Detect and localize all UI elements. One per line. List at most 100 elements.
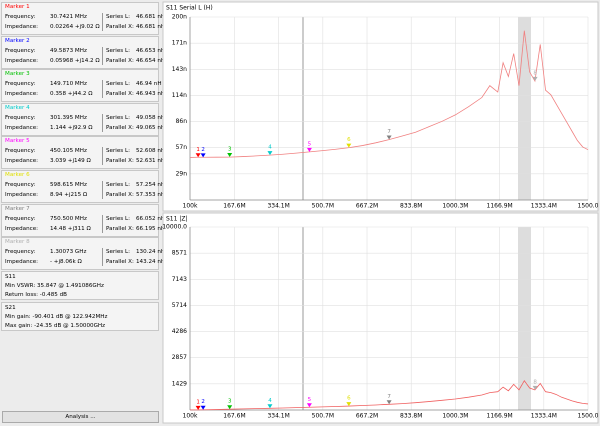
field-label: Impedance:	[5, 259, 39, 266]
x-tick-label: 334.1M	[267, 413, 289, 420]
marker-label: 6	[347, 137, 351, 143]
marker-label: 5	[308, 141, 312, 147]
marker	[200, 405, 206, 410]
field-label: Parallel X:	[106, 158, 134, 165]
field-label: Impedance:	[5, 57, 39, 64]
chart-frame	[162, 212, 599, 424]
section-title: S21	[5, 304, 16, 311]
x-tick-label: 1166.9M	[487, 413, 513, 420]
button[interactable]: Analysis ...	[2, 411, 159, 423]
field-label: Frequency:	[5, 182, 36, 188]
y-tick-label: 10000.0	[162, 224, 187, 231]
marker-label: 2	[201, 399, 205, 405]
marker-box	[1, 102, 159, 136]
field-label: Impedance:	[5, 225, 39, 232]
separator	[102, 147, 103, 166]
marker-title: Marker 6	[5, 172, 30, 178]
marker	[227, 405, 233, 410]
section-box	[1, 270, 159, 300]
marker-label: 2	[201, 147, 205, 153]
x-tick-label: 1333.4M	[531, 413, 557, 420]
frequency: 149.710 MHz	[50, 81, 87, 88]
field-label: Impedance:	[5, 124, 39, 131]
marker	[386, 400, 392, 405]
marker	[195, 405, 201, 410]
separator	[102, 214, 103, 233]
x-tick-label: 100k	[183, 413, 198, 420]
marker	[227, 153, 233, 158]
field-label: Parallel X:	[106, 124, 134, 131]
marker	[346, 402, 352, 407]
field-label: Parallel X:	[106, 259, 134, 266]
field-label: Series L:	[106, 81, 130, 88]
parallel-x: 143.24 nH	[136, 259, 166, 266]
x-tick-label: 833.8M	[400, 413, 422, 420]
stat: Min gain: -90.401 dB @ 122.942MHz	[5, 313, 108, 320]
marker-box	[1, 35, 159, 69]
frequency: 1.30073 GHz	[50, 249, 87, 256]
marker-title: Marker 5	[5, 138, 30, 145]
field-label: Impedance:	[5, 158, 39, 165]
frequency: 30.7421 MHz	[50, 14, 87, 20]
marker	[386, 135, 392, 140]
field-label: Frequency:	[5, 14, 36, 20]
x-tick-label: 1000.3M	[442, 203, 468, 210]
impedance: 8.94 +j215 Ω	[50, 192, 88, 198]
x-tick-label: 500.7M	[312, 413, 334, 420]
y-tick-label: 114n	[172, 92, 187, 99]
field-label: Frequency:	[5, 215, 36, 222]
series-l: 49.058 nH	[136, 114, 166, 121]
chart-title: S11 |Z|	[166, 216, 188, 223]
marker-label: 1	[196, 147, 200, 153]
marker	[306, 403, 312, 408]
x-tick-label: 1000.3M	[442, 413, 468, 420]
x-tick-label: 1500.0	[578, 413, 599, 420]
field-label: Series L:	[106, 47, 130, 54]
parallel-x: 46.654 nH	[136, 57, 166, 64]
y-tick-label: 4286	[172, 328, 187, 335]
field-label: Series L:	[106, 14, 130, 20]
field-label: Impedance:	[5, 91, 39, 98]
impedance: 3.039 +j149 Ω	[50, 158, 91, 165]
field-label: Series L:	[106, 114, 130, 121]
field-label: Parallel X:	[106, 192, 134, 198]
x-tick-label: 1166.9M	[487, 203, 513, 210]
separator	[102, 46, 103, 65]
marker-box	[1, 170, 159, 203]
marker	[306, 147, 312, 152]
parallel-x: 52.631 nH	[136, 158, 166, 165]
field-label: Parallel X:	[106, 225, 134, 232]
marker	[200, 153, 206, 158]
y-tick-label: 171n	[172, 40, 187, 47]
field-label: Series L:	[106, 182, 130, 188]
field-label: Frequency:	[5, 114, 36, 121]
impedance: 14.48 +j311 Ω	[50, 225, 91, 232]
marker	[532, 385, 538, 390]
series-l: 46.94 nH	[136, 81, 162, 88]
frequency: 598.615 MHz	[50, 182, 87, 188]
separator	[102, 181, 103, 199]
series-l: 66.052 nH	[136, 215, 166, 222]
marker-box	[1, 69, 159, 103]
separator	[102, 113, 103, 132]
y-tick-label: 29n	[176, 170, 188, 177]
field-label: Impedance:	[5, 192, 39, 198]
frequency: 49.5873 MHz	[50, 47, 87, 54]
parallel-x: 66.195 nH	[136, 225, 166, 232]
field-label: Series L:	[106, 215, 130, 222]
field-label: Frequency:	[5, 81, 36, 88]
x-tick-label: 167.6M	[223, 413, 245, 420]
y-tick-label: 200n	[172, 14, 187, 21]
marker-box	[1, 203, 159, 237]
series-l: 130.24 nH	[136, 249, 166, 256]
section-box	[1, 301, 159, 331]
marker-title: Marker 8	[5, 239, 30, 246]
marker-label: 5	[308, 397, 312, 403]
marker-label: 7	[387, 129, 391, 135]
x-tick-label: 667.2M	[356, 203, 378, 210]
parallel-x: 49.065 nH	[136, 124, 166, 131]
trace	[189, 379, 589, 411]
marker-label: 6	[347, 396, 351, 402]
